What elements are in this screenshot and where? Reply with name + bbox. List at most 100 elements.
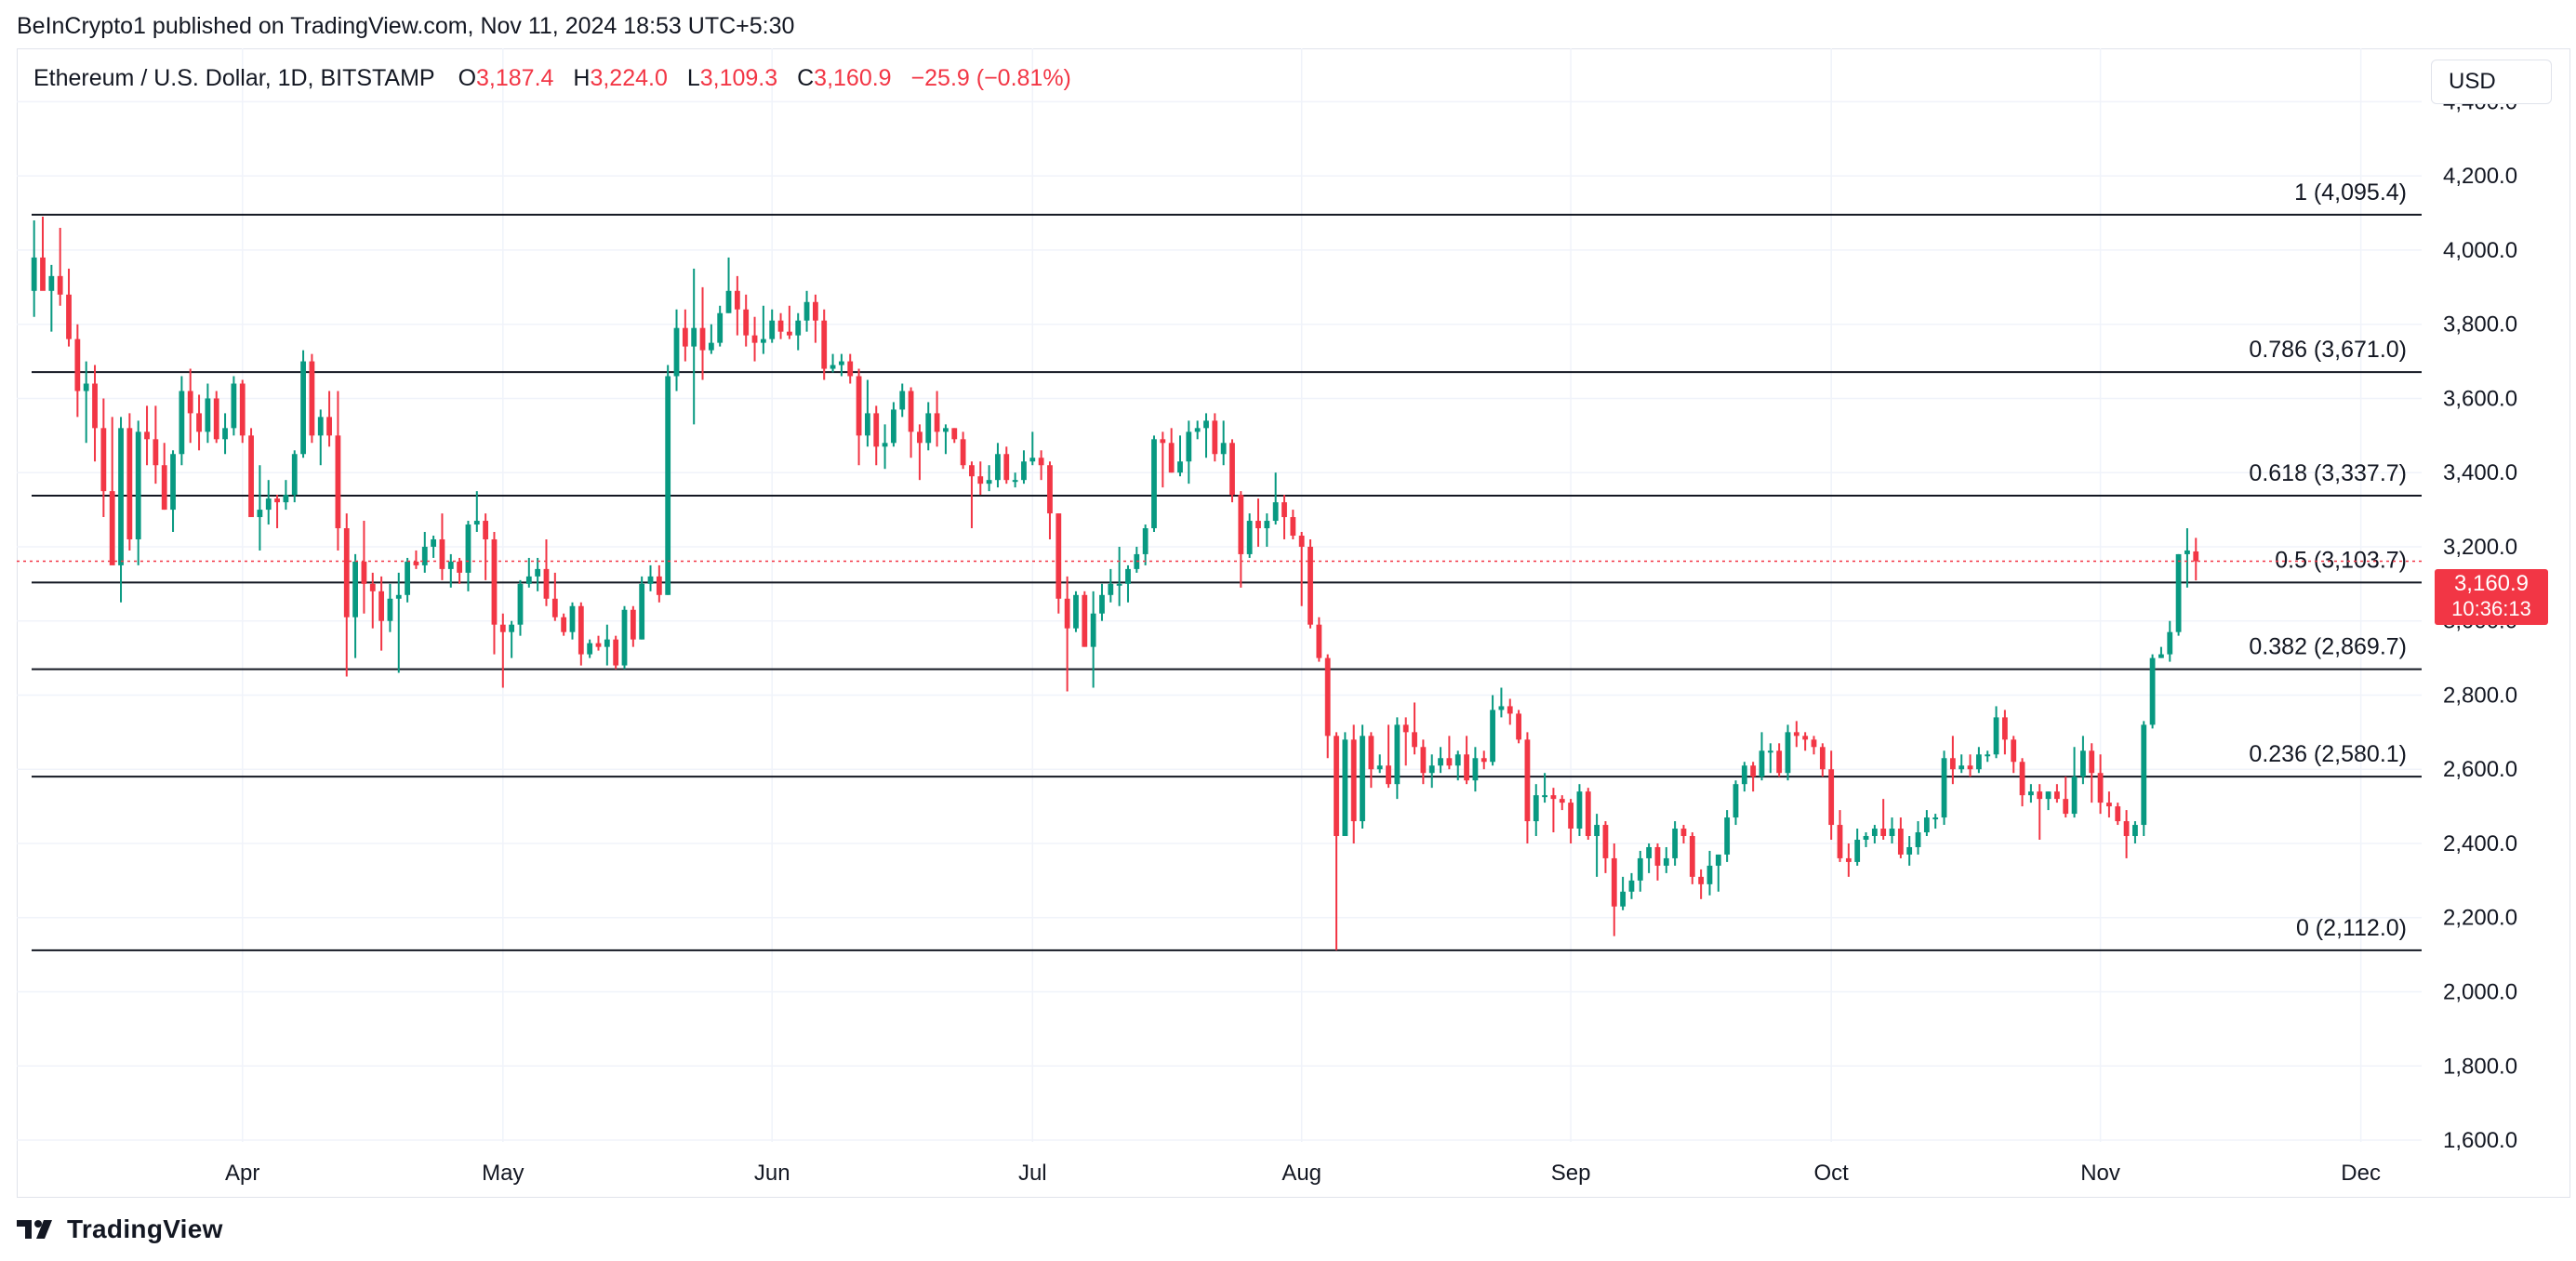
candle-body [1446,758,1453,766]
candle-body [1464,754,1469,781]
y-tick-label: 3,600.0 [2443,386,2517,411]
x-tick-label: Dec [2341,1161,2381,1186]
candle-body [569,605,576,632]
candle-body [291,454,298,496]
candle-body [535,568,541,577]
candle-body [908,391,914,432]
candle-body [326,417,332,436]
candle-body [1759,750,1765,777]
candle-body [1368,736,1374,770]
y-tick-label: 2,000.0 [2443,979,2517,1004]
tradingview-footer[interactable]: TradingView [17,1215,223,1244]
candle-body [1932,817,1939,820]
candle-body [1168,443,1175,473]
candle-body [934,413,940,432]
candle-body [447,561,454,569]
x-tick-label: Oct [1813,1161,1849,1186]
candle-body [917,431,923,444]
candle-body [595,643,602,647]
candle-body [995,454,1001,481]
time-axis: Apr May Jun Jul Aug Sep Oct Nov Dec [225,1161,2381,1186]
candle-body [1472,758,1479,781]
candle-body [1298,535,1305,547]
candle-body [1819,747,1826,770]
candle-body [2054,791,2060,800]
candle-body [1985,754,1991,757]
candle-body [1108,583,1114,595]
candle-body [986,480,992,484]
candle-body [83,383,89,392]
candle-body [317,417,324,436]
candle-body [1854,839,1861,862]
candle-body [1376,765,1383,770]
candle-body [665,376,671,595]
tradingview-logo-icon [17,1220,52,1239]
fib-levels: 1 (4,095.4) 0.786 (3,671.0) 0.618 (3,337.7… [32,179,2422,951]
candle-body [144,431,150,440]
y-tick-label: 3,400.0 [2443,460,2517,485]
candle-body [309,361,315,436]
candle-body [335,435,341,529]
candle-body [613,639,619,666]
candle-body [882,443,888,447]
candle-body [1620,891,1627,907]
candle-body [1654,846,1661,866]
candle-body [1360,736,1365,822]
open-value: 3,187.4 [476,65,554,91]
candle-body [439,538,445,569]
candle-body [387,598,393,621]
candle-body [1837,825,1843,858]
fib-label: 0.618 (3,337.7) [2249,460,2407,486]
candle-body [274,498,280,503]
low-label: L [686,65,700,91]
candle-body [1498,706,1505,710]
candle-body [1906,846,1913,855]
candle-body [1871,829,1878,837]
candle-body [1576,791,1583,830]
candle-body [2184,550,2190,554]
candle-body [405,561,411,595]
candle-body [543,568,550,599]
candle-body [395,594,402,599]
candle-body [300,361,306,455]
y-tick-label: 2,200.0 [2443,906,2517,931]
y-tick-label: 2,800.0 [2443,683,2517,708]
candle-body [960,439,966,466]
candle-body [1628,880,1635,892]
candle-body [656,576,662,595]
candle-body [2089,750,2095,774]
candle-body [1281,502,1287,518]
candle-body [1186,431,1192,462]
y-tick-label: 1,800.0 [2443,1054,2517,1079]
open-label: O [458,65,477,91]
candle-body [725,290,732,313]
low-value: 3,109.3 [699,65,778,91]
candle-body [803,301,810,321]
candle-body [1454,754,1461,766]
candle-body [847,361,854,377]
symbol-name[interactable]: Ethereum / U.S. Dollar, 1D, BITSTAMP [33,65,435,91]
candle-body [1524,739,1531,822]
candle-body [1212,420,1218,455]
candle-body [118,428,124,565]
candle-body [1203,420,1209,429]
candle-body [2158,654,2164,658]
candle-body [1056,513,1062,599]
candle-body [473,521,480,525]
currency-selector[interactable]: USD [2431,60,2552,104]
candle-body [2167,631,2173,655]
publisher-caption: BeInCrypto1 published on TradingView.com… [17,13,795,39]
candle-body [222,428,228,440]
candle-body [578,605,584,655]
candle-body [1272,502,1279,522]
candle-body [1602,825,1609,858]
candle-body [621,609,628,666]
candle-body [239,383,246,436]
candle-body [1680,829,1687,837]
high-label: H [573,65,591,91]
grid-lines [17,48,2422,1142]
candle-body [491,538,498,625]
candle-body [561,617,567,632]
candle-body [1064,598,1070,629]
